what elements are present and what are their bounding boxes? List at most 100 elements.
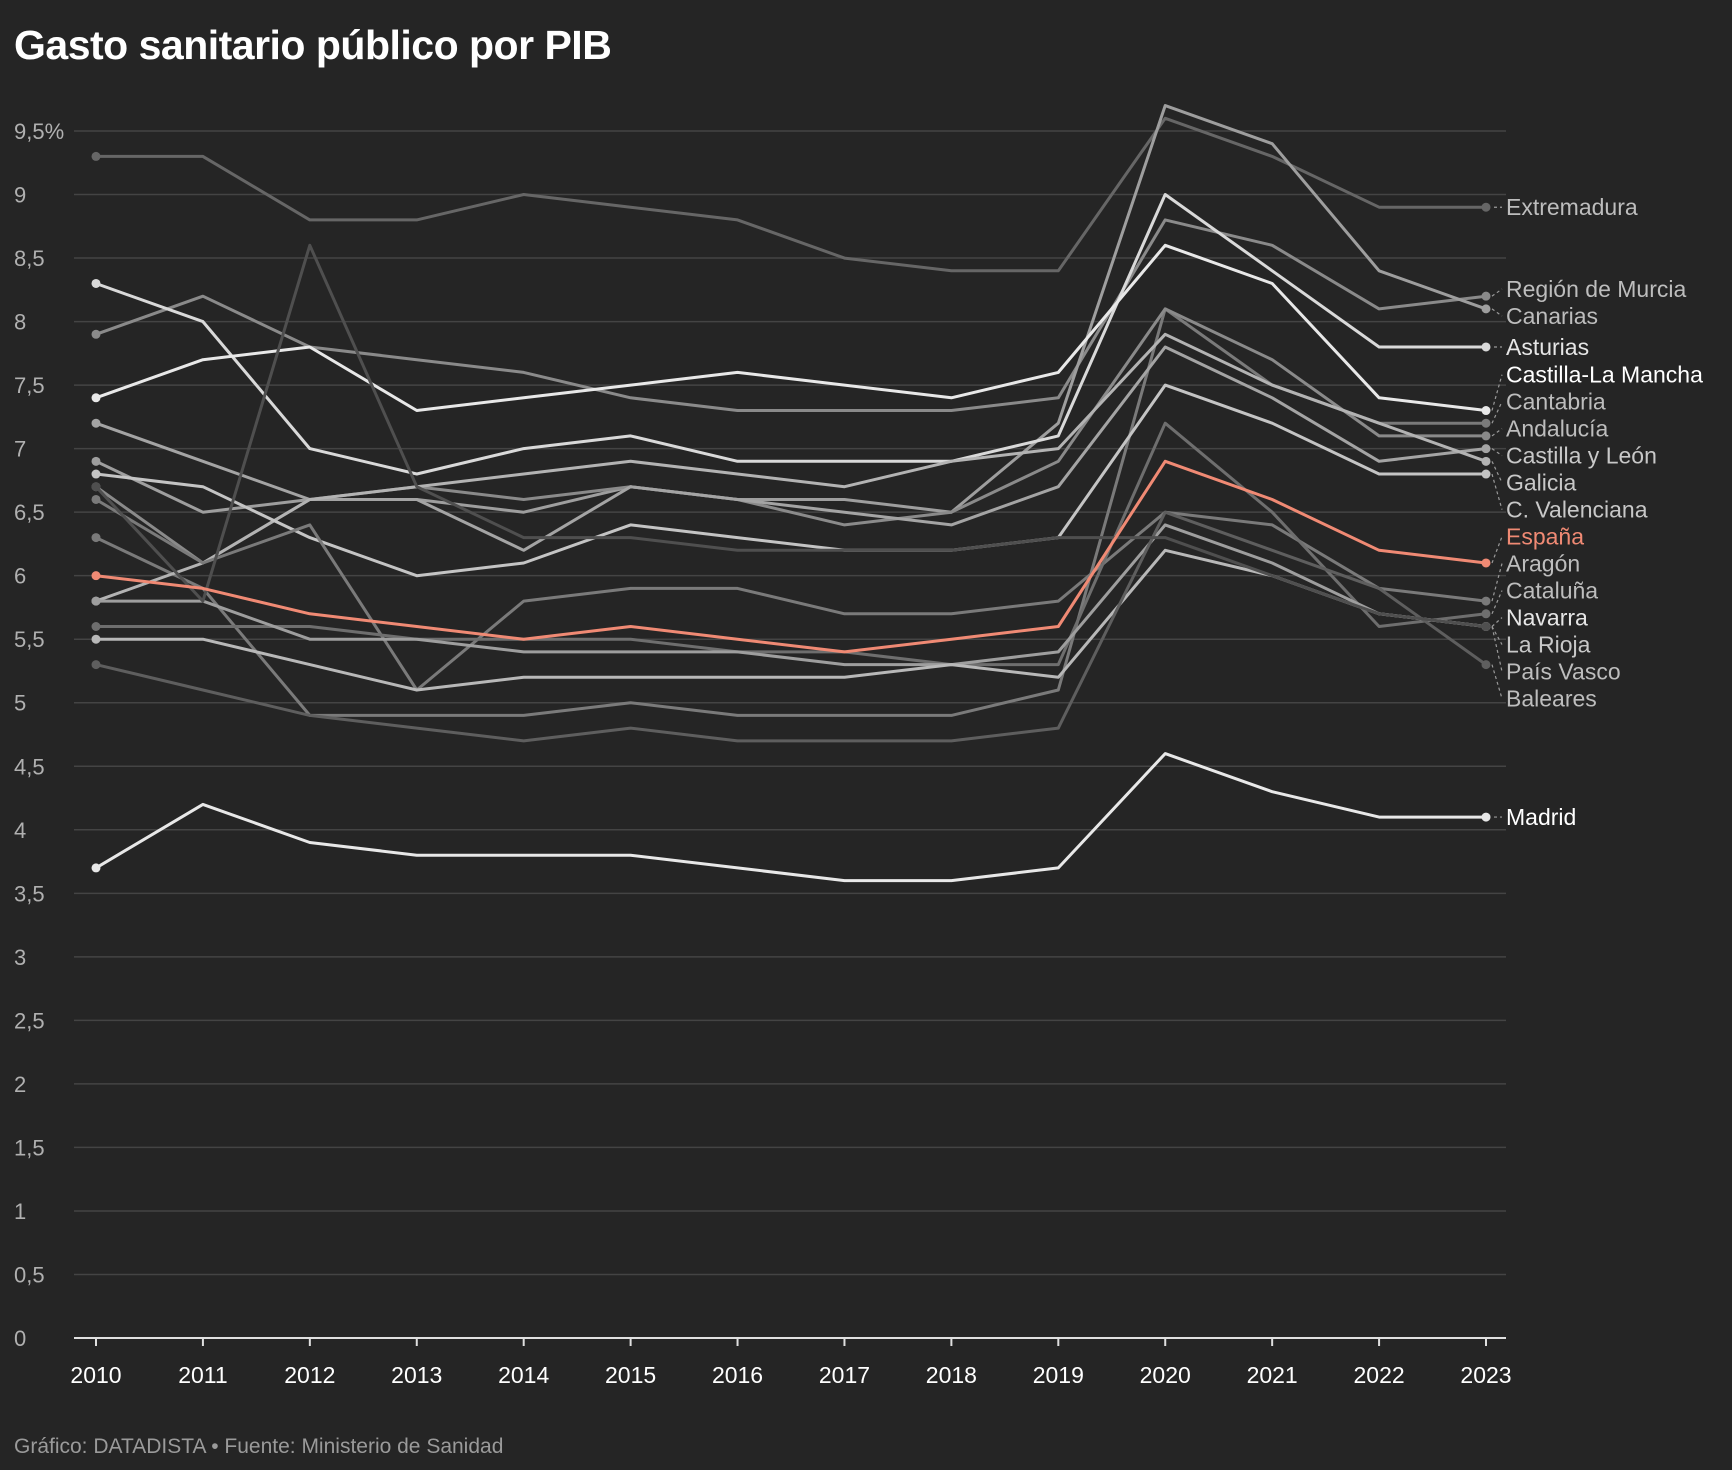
- label-leader-lines: [1491, 206, 1503, 818]
- x-tick-label: 2021: [1247, 1362, 1298, 1388]
- x-axis-ticks: 2010 2011 2012 2013 2014 2015 2016 2017 2018 2019…: [70, 1338, 1512, 1388]
- series-line-extremadura: [94, 116, 1488, 273]
- series-line-espana: [94, 459, 1488, 654]
- series-end-point-extremadura: [1481, 202, 1491, 212]
- series-start-point-navarra: [91, 596, 101, 606]
- y-tick-label: 0: [14, 1326, 26, 1351]
- series-line-castilla-la-mancha: [94, 243, 1488, 412]
- series-label-castilla-y-leon: Castilla y León: [1506, 443, 1657, 469]
- leader-line-region-de-murcia: [1491, 288, 1503, 297]
- y-tick-label: 0,5: [14, 1262, 45, 1287]
- leader-line-cataluna: [1491, 590, 1503, 615]
- leader-line-canarias: [1491, 308, 1503, 317]
- x-tick-label: 2023: [1460, 1362, 1511, 1388]
- x-tick-label: 2019: [1033, 1362, 1084, 1388]
- x-tick-label: 2018: [926, 1362, 977, 1388]
- y-tick-label: 2,5: [14, 1008, 45, 1033]
- series-start-point-castilla-la-mancha: [91, 393, 101, 403]
- series-label-cataluna: Cataluña: [1506, 578, 1598, 604]
- y-tick-label: 4: [14, 818, 26, 843]
- series-end-point-region-de-murcia: [1481, 291, 1491, 301]
- chart-source: Gráfico: DATADISTA • Fuente: Ministerio …: [14, 1435, 504, 1458]
- series-end-point-baleares: [1481, 660, 1491, 670]
- x-tick-label: 2017: [819, 1362, 870, 1388]
- series-line-pais-vasco: [94, 243, 1488, 628]
- y-tick-label: 1,5: [14, 1135, 45, 1160]
- series-end-point-madrid: [1481, 812, 1491, 822]
- series-end-point-galicia: [1481, 456, 1491, 466]
- x-tick-label: 2011: [178, 1362, 227, 1388]
- y-tick-label: 5,5: [14, 627, 45, 652]
- leader-line-espana: [1491, 536, 1503, 564]
- series-label-castilla-la-mancha: Castilla-La Mancha: [1506, 362, 1703, 388]
- leader-line-baleares: [1491, 664, 1503, 699]
- series-end-point-c-valenciana: [1481, 469, 1491, 479]
- series-end-point-espana: [1481, 558, 1491, 568]
- series-end-point-cantabria: [1481, 418, 1491, 428]
- series-label-espana: España: [1506, 524, 1584, 550]
- series-line-galicia: [94, 332, 1488, 603]
- series-start-point-cataluna: [91, 622, 101, 632]
- series-start-point-pais-vasco: [91, 482, 101, 492]
- series-end-point-aragon: [1481, 596, 1491, 606]
- series-start-point-cantabria: [91, 533, 101, 543]
- series-end-point-castilla-y-leon: [1481, 444, 1491, 454]
- series-end-point-castilla-la-mancha: [1481, 406, 1491, 416]
- leader-line-castilla-y-leon: [1491, 448, 1503, 457]
- series-label-andalucia: Andalucía: [1506, 416, 1609, 442]
- series-label-galicia: Galicia: [1506, 470, 1577, 496]
- y-tick-label: 7: [14, 437, 26, 462]
- y-tick-label: 6,5: [14, 500, 45, 525]
- chart-title: Gasto sanitario público por PIB: [14, 22, 612, 68]
- leader-line-pais-vasco: [1491, 626, 1503, 672]
- y-tick-label: 7,5: [14, 373, 45, 398]
- y-tick-label: 9: [14, 183, 26, 208]
- series-label-asturias: Asturias: [1506, 334, 1589, 360]
- series-start-point-madrid: [91, 863, 101, 873]
- leader-line-c-valenciana: [1491, 473, 1503, 510]
- x-tick-label: 2016: [712, 1362, 763, 1388]
- series-end-point-canarias: [1481, 304, 1491, 314]
- series-start-point-castilla-y-leon: [91, 418, 101, 428]
- series-line-c-valenciana: [94, 383, 1488, 578]
- series-label-madrid: Madrid: [1506, 804, 1576, 830]
- x-tick-label: 2012: [284, 1362, 335, 1388]
- leader-line-la-rioja: [1491, 626, 1503, 645]
- y-tick-label: 4,5: [14, 754, 45, 779]
- series-line-castilla-y-leon: [94, 345, 1488, 552]
- series-line-baleares: [94, 510, 1488, 743]
- y-tick-label: 5: [14, 691, 26, 716]
- series-start-point-espana: [91, 571, 101, 581]
- x-tick-label: 2010: [70, 1362, 121, 1388]
- leader-line-andalucia: [1491, 428, 1503, 437]
- series-start-point-aragon: [91, 494, 101, 504]
- series-line-canarias: [94, 104, 1488, 514]
- y-tick-label: 3: [14, 945, 26, 970]
- grid-lines: [74, 130, 1506, 1276]
- series-start-point-la-rioja: [91, 634, 101, 644]
- series-line-cantabria: [94, 307, 1488, 717]
- x-tick-label: 2013: [391, 1362, 442, 1388]
- x-tick-label: 2014: [498, 1362, 549, 1388]
- y-tick-label: 9,5%: [14, 119, 64, 144]
- series-line-asturias: [94, 193, 1488, 476]
- y-tick-label: 1: [14, 1199, 26, 1224]
- series-line-region-de-murcia: [94, 218, 1488, 412]
- series-start-point-canarias: [91, 456, 101, 466]
- x-tick-label: 2022: [1353, 1362, 1404, 1388]
- series-lines: [91, 104, 1491, 883]
- x-tick-label: 2015: [605, 1362, 656, 1388]
- series-end-point-andalucia: [1481, 431, 1491, 441]
- series-label-extremadura: Extremadura: [1506, 194, 1638, 220]
- leader-line-aragon: [1491, 563, 1503, 602]
- series-end-point-cataluna: [1481, 609, 1491, 619]
- y-tick-label: 6: [14, 564, 26, 589]
- series-line-cataluna: [94, 421, 1488, 667]
- series-label-canarias: Canarias: [1506, 303, 1598, 329]
- leader-line-cantabria: [1491, 401, 1503, 424]
- leader-line-castilla-la-mancha: [1491, 374, 1503, 411]
- series-line-madrid: [94, 752, 1488, 883]
- series-start-point-c-valenciana: [91, 469, 101, 479]
- series-end-point-pais-vasco: [1481, 622, 1491, 632]
